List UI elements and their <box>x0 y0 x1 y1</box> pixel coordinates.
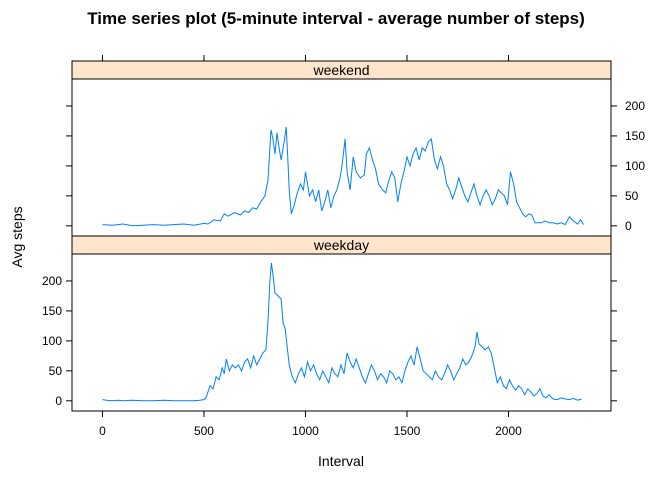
x-tick-label: 2000 <box>495 424 522 438</box>
panel-weekend: weekend 0 50 100 150 200 <box>66 60 645 237</box>
panel-frame-weekday <box>71 253 612 412</box>
x-tick-label: 0 <box>99 424 106 438</box>
x-axis-label: Interval <box>318 453 364 469</box>
y-tick-label: 150 <box>625 129 645 143</box>
y-tick-label: 150 <box>42 304 62 318</box>
y-tick-label: 0 <box>55 394 62 408</box>
strip-label-weekend: weekend <box>312 62 369 78</box>
series-line-weekday <box>102 262 582 402</box>
x-tick-label: 1500 <box>394 424 421 438</box>
x-tick-label: 500 <box>194 424 214 438</box>
y-tick-label: 50 <box>625 189 639 203</box>
y-tick-label: 100 <box>625 159 645 173</box>
y-tick-label: 100 <box>42 334 62 348</box>
panel-weekday: weekday 0 50 100 150 200 <box>42 235 617 412</box>
chart-title: Time series plot (5-minute interval - av… <box>87 9 585 28</box>
y-tick-label: 200 <box>625 99 645 113</box>
y-tick-label: 0 <box>625 219 632 233</box>
panel-frame-weekend <box>71 78 612 237</box>
y-tick-label: 50 <box>49 364 63 378</box>
strip-label-weekday: weekday <box>313 237 369 253</box>
y-tick-label: 200 <box>42 274 62 288</box>
series-line-weekend <box>102 126 585 227</box>
x-tick-label: 1000 <box>292 424 319 438</box>
y-axis-label: Avg steps <box>9 206 25 267</box>
